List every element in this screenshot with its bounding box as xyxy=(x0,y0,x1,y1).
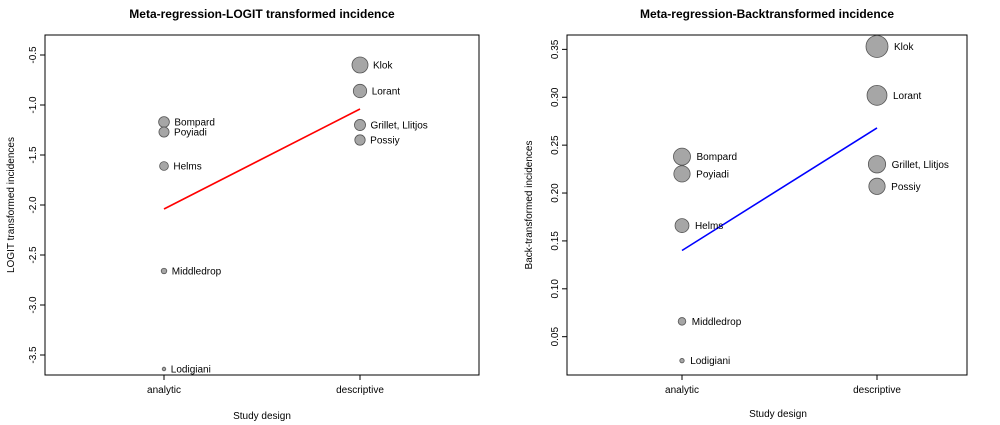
data-point xyxy=(673,165,691,183)
point-label: Grillet, Llitjos xyxy=(892,160,949,171)
data-point xyxy=(160,267,168,275)
point-label: Lorant xyxy=(893,91,922,102)
data-point xyxy=(351,56,369,74)
point-label: Klok xyxy=(373,61,393,72)
point-label: Helms xyxy=(695,221,723,232)
y-tick-label: 0.35 xyxy=(550,39,561,59)
point-label: Lodigiani xyxy=(171,365,211,376)
data-point xyxy=(159,161,169,171)
x-tick-label: analytic xyxy=(665,385,699,396)
y-axis-label: LOGIT transformed incidences xyxy=(6,137,17,273)
data-point xyxy=(865,35,889,58)
x-tick-label: descriptive xyxy=(853,385,901,396)
data-point xyxy=(158,126,170,138)
x-axis-label: Study design xyxy=(233,411,291,422)
chart-title: Meta-regression-LOGIT transformed incide… xyxy=(129,7,395,21)
y-tick-label: -3.5 xyxy=(28,346,39,364)
y-tick-label: 0.10 xyxy=(550,279,561,299)
point-label: Bompard xyxy=(174,118,215,129)
data-point xyxy=(352,83,368,99)
point-label: Bompard xyxy=(697,152,738,163)
plot-frame xyxy=(566,34,968,376)
point-label: Helms xyxy=(173,162,201,173)
regression-line xyxy=(681,127,878,252)
point-label: Possiy xyxy=(370,136,399,147)
point-label: Middledrop xyxy=(172,267,222,278)
point-label: Middledrop xyxy=(692,317,742,328)
data-point xyxy=(677,317,687,326)
plot-frame xyxy=(44,34,480,376)
y-tick-label: -2.5 xyxy=(28,246,39,264)
y-tick-label: -1.5 xyxy=(28,146,39,164)
backtransformed-chart-panel: Meta-regression-Backtransformed incidenc… xyxy=(524,7,968,420)
y-tick-label: 0.20 xyxy=(550,183,561,203)
logit-chart-panel: Meta-regression-LOGIT transformed incide… xyxy=(6,7,480,422)
data-point xyxy=(866,84,888,106)
point-label: Klok xyxy=(894,42,914,53)
data-point xyxy=(673,147,691,166)
data-point xyxy=(354,134,366,146)
y-tick-label: -2.0 xyxy=(28,196,39,214)
point-label: Poyiadi xyxy=(696,169,729,180)
y-tick-label: 0.30 xyxy=(550,87,561,107)
x-tick-label: analytic xyxy=(147,385,181,396)
y-axis-label: Back-transformed incidences xyxy=(524,141,535,270)
data-point xyxy=(674,218,690,233)
data-point xyxy=(354,119,366,131)
y-tick-label: 0.25 xyxy=(550,135,561,155)
chart-title: Meta-regression-Backtransformed incidenc… xyxy=(640,7,894,21)
data-point xyxy=(867,155,887,174)
data-point xyxy=(868,177,886,195)
y-tick-label: 0.15 xyxy=(550,231,561,251)
y-tick-label: -1.0 xyxy=(28,96,39,114)
point-label: Lorant xyxy=(372,87,401,98)
data-point xyxy=(158,116,170,128)
point-label: Poyiadi xyxy=(174,128,207,139)
y-tick-label: -3.0 xyxy=(28,296,39,314)
x-tick-label: descriptive xyxy=(336,385,384,396)
point-label: Grillet, Llitjos xyxy=(371,121,428,132)
point-label: Lodigiani xyxy=(690,356,730,367)
data-point xyxy=(679,358,685,364)
y-tick-label: -0.5 xyxy=(28,46,39,64)
point-label: Possiy xyxy=(891,182,920,193)
x-axis-label: Study design xyxy=(749,409,807,420)
data-point xyxy=(161,366,167,372)
regression-line xyxy=(163,108,361,210)
y-tick-label: 0.05 xyxy=(550,327,561,347)
